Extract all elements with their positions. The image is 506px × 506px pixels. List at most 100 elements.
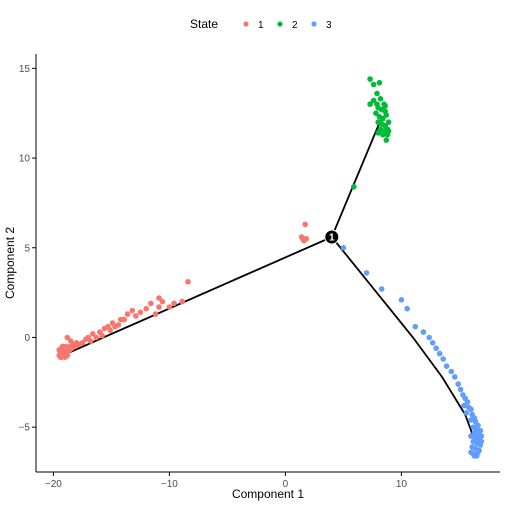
data-point-state-2	[383, 137, 390, 143]
data-point-state-1	[56, 347, 62, 353]
x-tick-label: −20	[45, 479, 62, 490]
data-point-state-3	[433, 345, 440, 352]
data-point-state-2	[351, 184, 357, 190]
data-point-state-3	[468, 406, 474, 413]
data-point-state-3	[378, 286, 385, 292]
data-point-state-3	[457, 386, 464, 393]
data-point-state-1	[300, 236, 306, 242]
data-point-state-3	[468, 417, 474, 423]
data-point-state-3	[398, 297, 405, 303]
data-point-state-1	[152, 311, 159, 317]
trajectory-branch-3	[331, 236, 476, 441]
data-point-state-3	[468, 449, 474, 456]
data-point-state-1	[148, 300, 154, 307]
data-point-state-3	[463, 410, 470, 416]
data-point-state-1	[64, 352, 71, 359]
legend-label-state-3: 3	[326, 20, 332, 31]
data-point-state-2	[370, 81, 377, 88]
legend-title: State	[190, 17, 218, 31]
data-point-state-1	[121, 316, 127, 323]
data-point-state-1	[107, 327, 113, 334]
legend-swatch-state-2	[277, 21, 283, 27]
data-point-state-3	[448, 368, 455, 375]
data-point-state-3	[363, 270, 370, 276]
y-tick-label: 0	[24, 333, 30, 344]
data-point-state-3	[471, 453, 478, 459]
data-point-state-2	[370, 97, 377, 104]
branch-node: 1	[324, 229, 340, 245]
data-point-state-1	[59, 343, 66, 350]
data-point-state-1	[79, 340, 86, 346]
legend: State 1 2 3	[190, 17, 332, 31]
y-axis-ticks: −5 0 5 10 15	[19, 64, 36, 434]
x-tick-label: 10	[396, 479, 408, 490]
y-axis-label: Component 2	[3, 227, 17, 299]
data-point-state-3	[475, 449, 481, 456]
data-point-state-2	[382, 103, 389, 109]
data-point-state-3	[340, 245, 347, 251]
data-point-state-1	[124, 311, 131, 317]
data-point-state-3	[412, 323, 419, 330]
data-point-state-2	[376, 79, 383, 86]
legend-label-state-2: 2	[292, 20, 298, 31]
y-tick-label: −5	[19, 423, 31, 434]
data-point-state-3	[464, 399, 471, 405]
branch-node-label: 1	[329, 232, 335, 243]
data-points	[56, 76, 485, 459]
data-point-state-2	[385, 128, 392, 134]
legend-swatch-state-3	[311, 21, 317, 27]
data-point-state-3	[440, 356, 447, 362]
y-tick-label: 10	[19, 154, 31, 165]
y-tick-label: 5	[24, 243, 30, 254]
data-point-state-3	[429, 340, 436, 346]
axes: −20 −10 0 10 −5 0 5 10 15 Component 1 Component…	[3, 54, 500, 501]
data-point-state-1	[93, 334, 100, 341]
data-point-state-1	[133, 313, 139, 319]
data-point-state-3	[436, 350, 443, 357]
data-point-state-3	[455, 381, 462, 387]
data-point-state-1	[156, 295, 162, 301]
data-point-state-2	[380, 115, 386, 122]
data-point-state-1	[115, 322, 122, 328]
data-point-state-3	[404, 305, 411, 312]
data-point-state-1	[143, 305, 149, 312]
data-point-state-1	[159, 298, 166, 305]
data-point-state-2	[367, 76, 373, 82]
data-point-state-3	[461, 402, 467, 409]
trajectory-branch-1	[62, 236, 333, 357]
data-point-state-2	[380, 131, 386, 138]
legend-swatch-state-1	[243, 21, 249, 27]
data-point-state-3	[478, 438, 485, 445]
data-point-state-1	[68, 338, 74, 344]
data-point-state-3	[426, 334, 433, 341]
data-point-state-1	[87, 338, 94, 344]
data-point-state-1	[185, 279, 191, 285]
data-point-state-1	[129, 307, 136, 314]
legend-label-state-1: 1	[258, 20, 264, 31]
data-point-state-2	[373, 110, 379, 116]
data-point-state-1	[64, 334, 71, 341]
data-point-state-3	[468, 433, 474, 439]
trajectory-lines	[62, 120, 476, 441]
trajectory-branch-2	[330, 120, 382, 238]
x-axis-ticks: −20 −10 0 10	[45, 472, 407, 490]
data-point-state-1	[171, 300, 177, 307]
data-point-state-1	[166, 304, 173, 310]
data-point-state-1	[137, 309, 144, 316]
data-point-state-2	[367, 101, 373, 107]
branch-node-marker	[324, 229, 340, 245]
data-point-state-1	[302, 221, 308, 228]
data-point-state-2	[375, 130, 382, 136]
data-point-state-1	[179, 298, 185, 305]
y-tick-label: 15	[19, 64, 31, 75]
data-point-state-1	[99, 332, 105, 339]
data-point-state-1	[57, 354, 64, 361]
data-point-state-3	[420, 329, 427, 335]
data-point-state-3	[452, 374, 458, 380]
data-point-state-1	[90, 331, 96, 337]
x-axis-label: Component 1	[232, 487, 304, 501]
data-point-state-1	[156, 304, 162, 310]
data-point-state-3	[443, 363, 450, 370]
x-tick-label: 0	[283, 479, 289, 490]
